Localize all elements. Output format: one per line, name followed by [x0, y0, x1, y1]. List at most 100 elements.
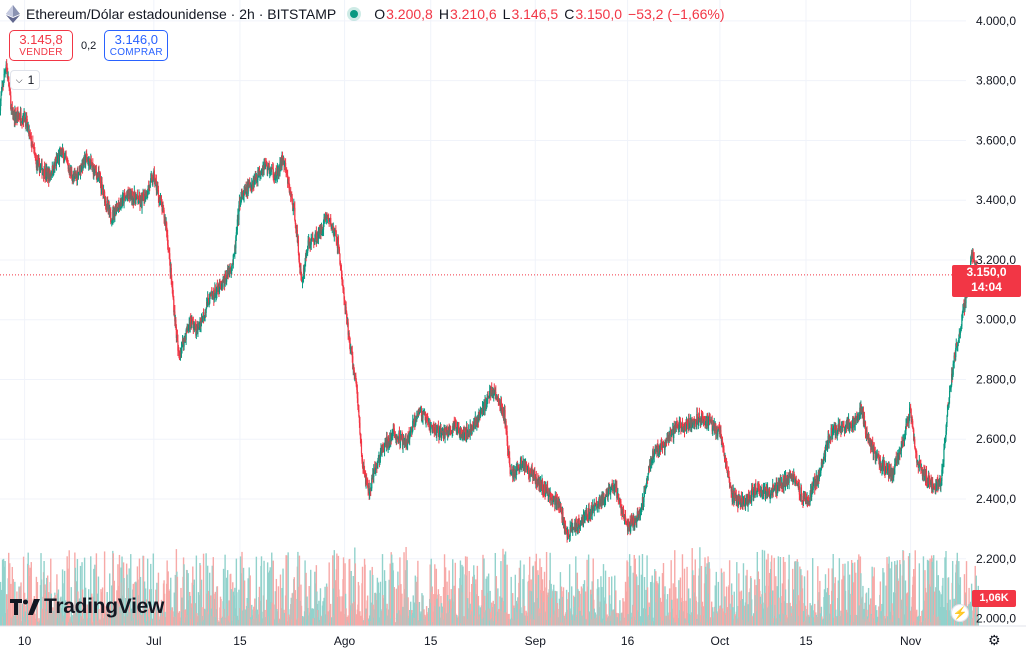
volume-bar: [350, 570, 352, 626]
candle-body: [767, 490, 770, 494]
candle-body: [55, 158, 58, 166]
candle-body: [303, 265, 306, 273]
candle-body: [191, 318, 193, 320]
candle-body: [371, 477, 373, 479]
candle-body: [25, 117, 27, 127]
candle-body: [671, 433, 673, 435]
candle-body: [411, 430, 413, 433]
candle-body: [667, 435, 669, 440]
candle-body: [5, 70, 7, 72]
candle-body: [725, 462, 728, 466]
candle-body: [657, 445, 659, 446]
candle-body: [642, 501, 645, 505]
volume-bar: [651, 575, 653, 626]
volume-bar: [298, 555, 301, 626]
volume-bar: [145, 599, 148, 626]
candle-body: [245, 186, 247, 193]
candle-body: [482, 406, 485, 412]
volume-bar: [293, 577, 296, 626]
candle-body: [694, 419, 696, 421]
candle-body: [242, 196, 244, 199]
candle-body: [323, 217, 325, 222]
candle-body: [706, 415, 708, 425]
candle-body: [193, 327, 195, 329]
candle-body: [15, 117, 17, 120]
candle-body: [738, 494, 740, 502]
candle-body: [769, 495, 771, 498]
volume-bar: [135, 582, 138, 626]
candle-body: [410, 427, 412, 431]
candle-body: [276, 175, 278, 179]
candle-body: [39, 166, 42, 168]
candle-body: [673, 426, 675, 428]
candle-body: [381, 446, 383, 451]
volume-bar: [687, 588, 690, 626]
candle-body: [244, 188, 246, 192]
volume-bar: [937, 575, 940, 626]
candle-body: [213, 294, 215, 300]
volume-bar: [383, 570, 386, 626]
candle-body: [663, 444, 665, 446]
volume-bar: [858, 554, 860, 626]
volume-bar: [742, 563, 745, 626]
candle-body: [442, 430, 444, 435]
candle-body: [770, 493, 772, 496]
candle-body: [567, 532, 569, 538]
candle-body: [342, 290, 345, 293]
volume-bar: [45, 577, 48, 626]
candle-body: [750, 500, 752, 502]
volume-bar: [666, 594, 669, 626]
volume-bar: [549, 552, 551, 626]
candle-body: [578, 523, 580, 528]
candle-body: [100, 181, 103, 190]
candle-body: [166, 222, 168, 232]
candle-body: [403, 440, 405, 444]
volume-bar: [808, 616, 810, 626]
volume-bar: [117, 564, 119, 626]
candle-body: [118, 203, 120, 205]
candle-body: [215, 293, 217, 298]
volume-bar: [947, 577, 950, 626]
candle-body: [531, 468, 533, 475]
candle-body: [147, 193, 149, 195]
candle-body: [108, 205, 110, 213]
volume-bar: [643, 577, 646, 626]
candle-body: [734, 491, 736, 494]
volume-bar: [84, 587, 87, 626]
volume-bar: [139, 576, 142, 626]
candle-body: [469, 424, 471, 435]
candle-body: [203, 315, 205, 319]
volume-bar: [789, 602, 791, 626]
volume-bar: [695, 600, 697, 626]
candle-body: [314, 233, 316, 240]
candle-body: [572, 528, 574, 531]
candle-body: [401, 435, 403, 437]
candle-body: [332, 223, 334, 230]
volume-bar: [118, 554, 121, 626]
candle-body: [99, 177, 102, 184]
candle-body: [106, 201, 108, 207]
volume-bar: [559, 572, 562, 626]
candle-body: [64, 157, 66, 158]
candle-body: [658, 448, 660, 455]
volume-bar: [274, 591, 277, 626]
volume-bar: [645, 589, 647, 626]
candle-body: [111, 221, 113, 223]
volume-bar: [400, 584, 402, 626]
volume-bar: [186, 570, 188, 626]
candle-body: [427, 417, 429, 421]
volume-bar: [760, 603, 762, 626]
volume-bar: [228, 600, 230, 626]
candle-body: [399, 436, 402, 446]
candle-body: [119, 204, 121, 210]
candle-body: [377, 460, 379, 466]
candle-body: [10, 95, 12, 110]
candle-body: [608, 487, 610, 492]
candle-body: [335, 235, 337, 242]
candle-body: [647, 473, 649, 481]
candle-body: [233, 254, 235, 256]
volume-bar: [582, 583, 585, 626]
volume-bar: [483, 595, 486, 626]
candle-body: [624, 515, 626, 517]
